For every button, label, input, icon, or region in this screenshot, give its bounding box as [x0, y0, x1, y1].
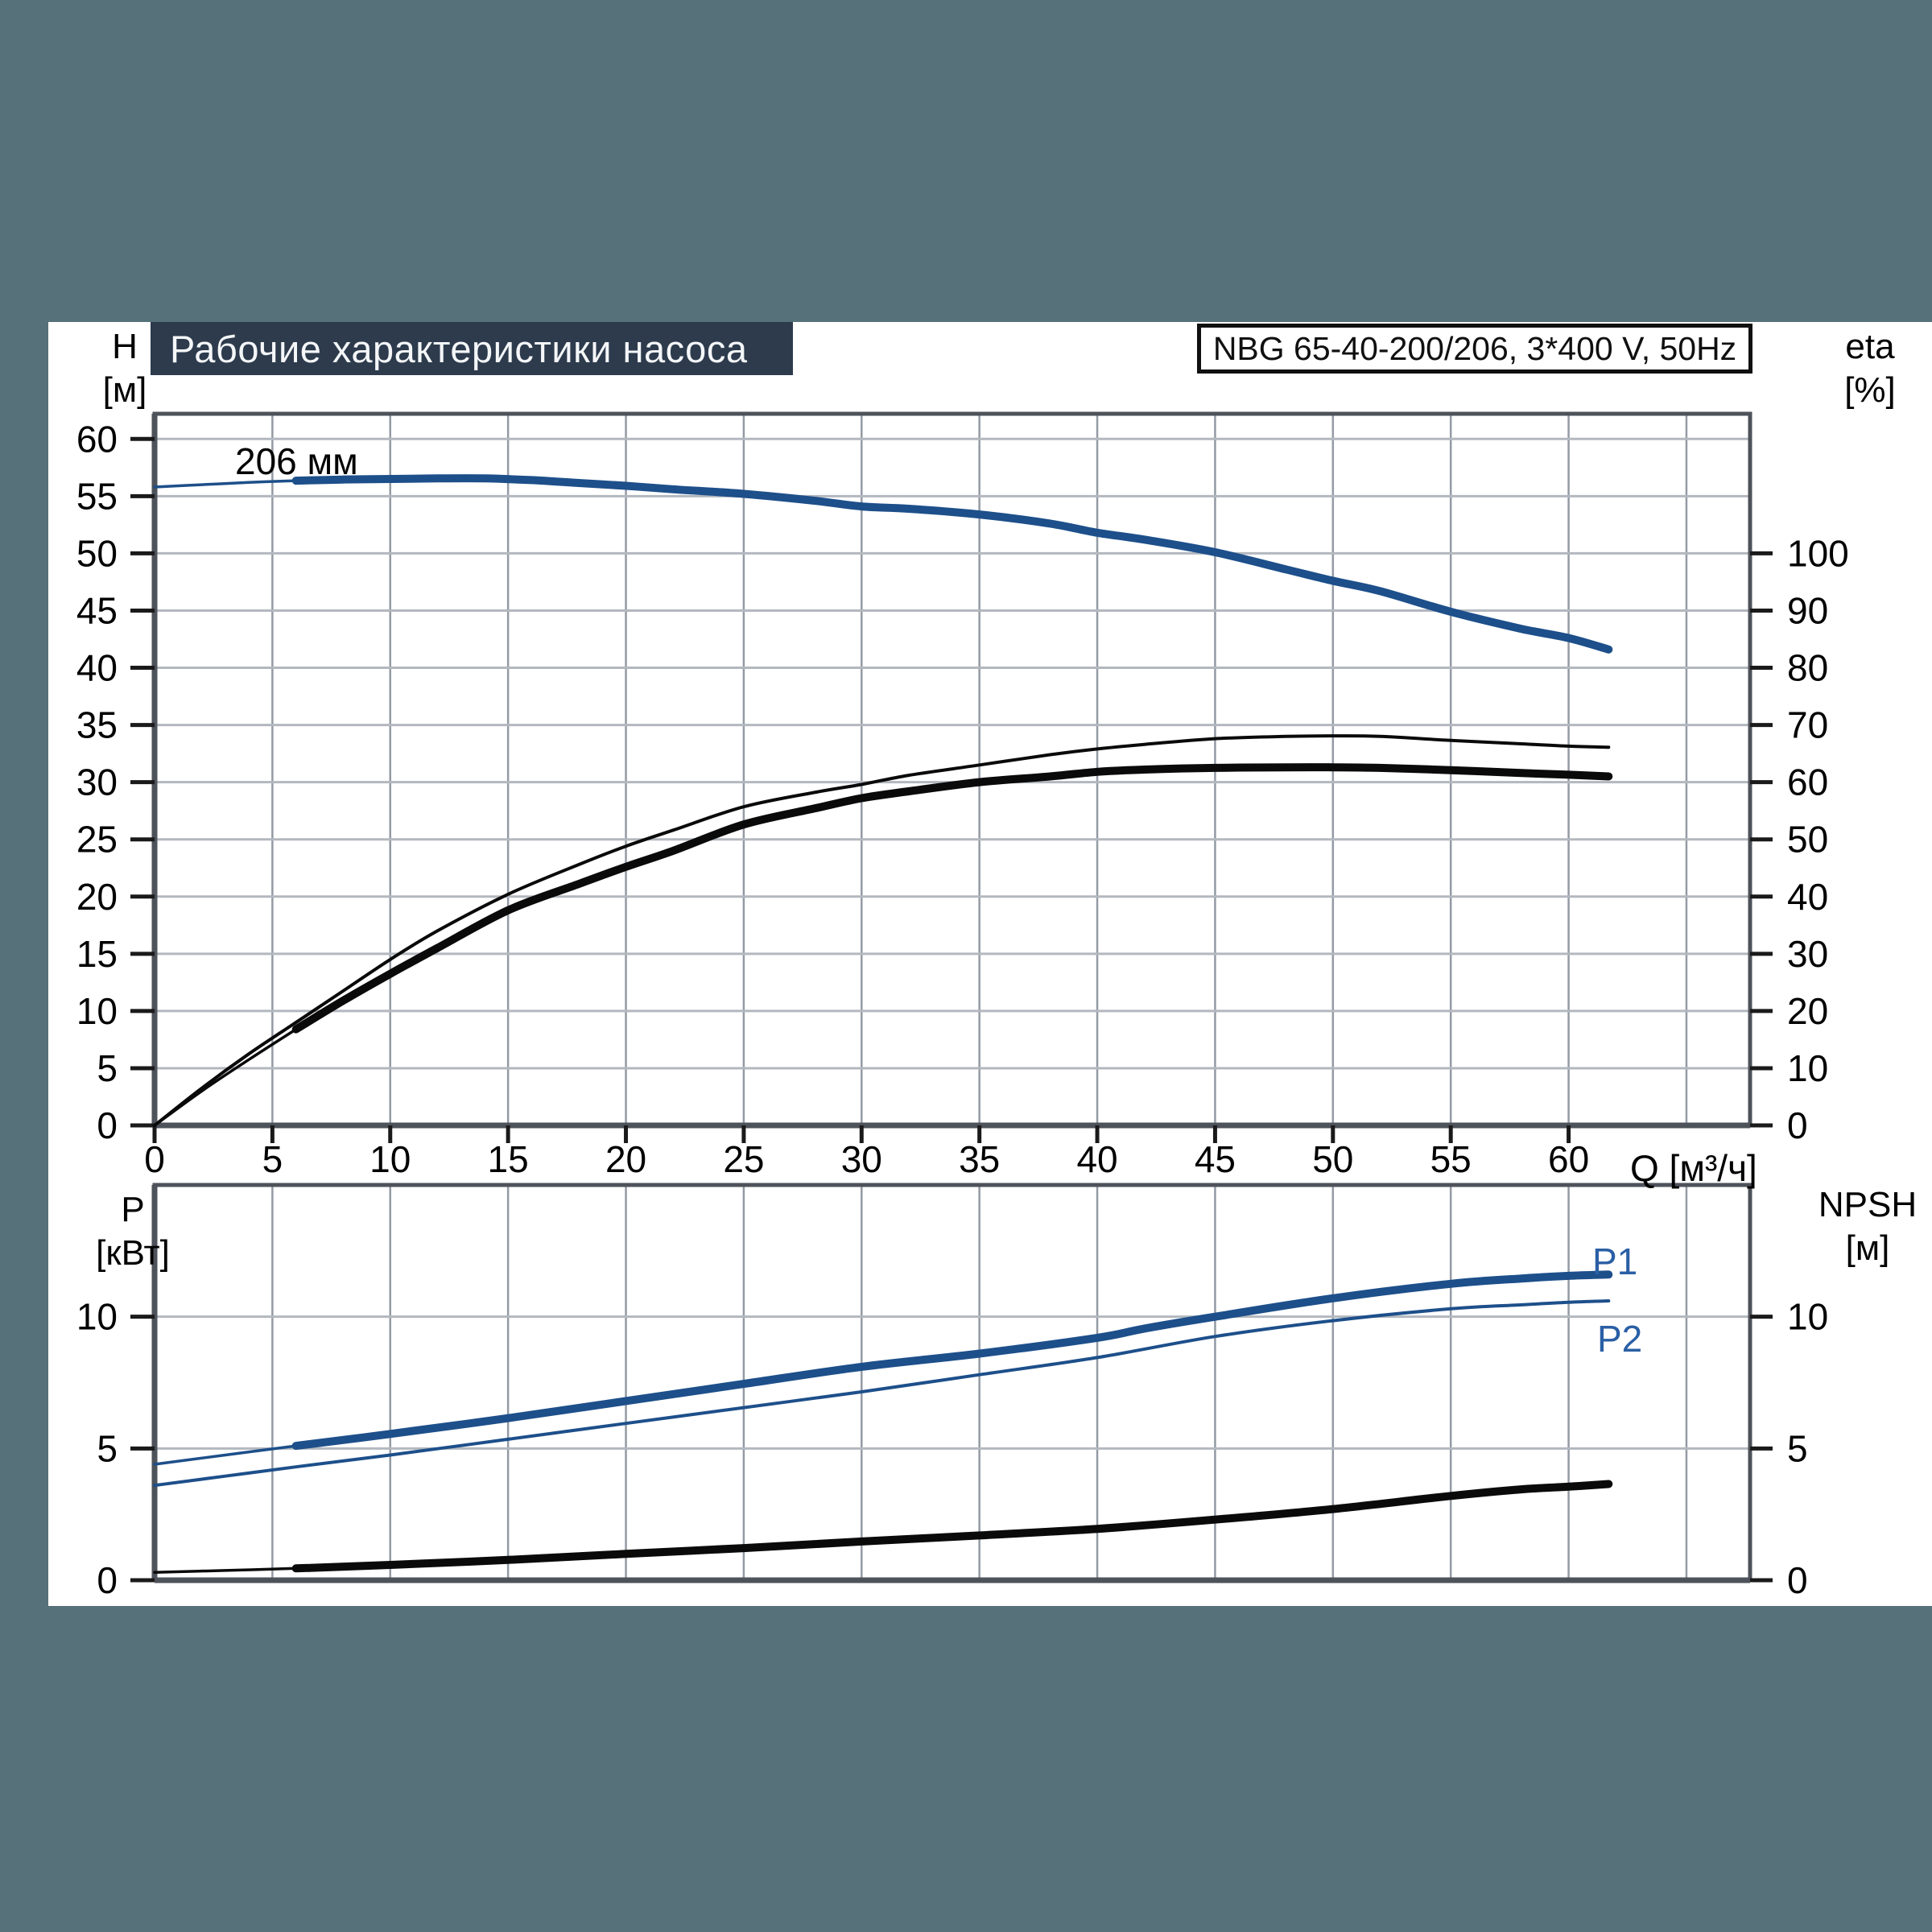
y-right-tick-label: 0	[1787, 1559, 1808, 1601]
curve-eta-P1-thin	[153, 1027, 298, 1127]
eta-axis-unit: [%]	[1844, 370, 1896, 410]
y-left-tick-label: 55	[76, 475, 118, 517]
head-axis-unit: [м]	[102, 370, 147, 410]
y-axis-title-head: H [м]	[72, 325, 177, 412]
x-tick-label: 55	[1430, 1138, 1472, 1180]
y-axis-title-power: P [кВт]	[68, 1188, 197, 1275]
pump-model-box: NBG 65-40-200/206, 3*400 V, 50Hz	[1197, 324, 1752, 374]
plot-frame	[152, 1183, 1752, 1583]
x-tick-label: 15	[488, 1138, 529, 1180]
curve-206 мм	[291, 474, 1613, 654]
curve-206 мм-thin	[153, 479, 298, 489]
y-left-tick-label: 10	[76, 1296, 118, 1338]
y-left-tick-label: 40	[76, 647, 118, 689]
chart-title: Рабочие характеристики насоса	[170, 327, 748, 370]
y-right-tick-label: 20	[1787, 990, 1828, 1032]
y-right-tick-label: 60	[1787, 762, 1828, 803]
curve-P2	[153, 1299, 1611, 1488]
x-tick-label: 25	[723, 1138, 764, 1180]
y-left-tick-label: 60	[76, 418, 118, 460]
curve-eta-P1	[291, 763, 1613, 1034]
y-left-tick-label: 30	[76, 762, 118, 803]
pump-model-text: NBG 65-40-200/206, 3*400 V, 50Hz	[1212, 329, 1737, 367]
x-tick-label: 30	[841, 1138, 882, 1180]
y-left-tick-label: 25	[76, 819, 118, 861]
x-tick-label: 10	[369, 1138, 411, 1180]
power-axis-unit: [кВт]	[96, 1233, 170, 1273]
y-axis-title-npsh: NPSH [м]	[1803, 1183, 1932, 1270]
y-right-tick-label: 40	[1787, 876, 1828, 918]
curve-eta-P2	[153, 734, 1611, 1127]
chart-panel	[48, 322, 1932, 1606]
y-left-tick-label: 15	[76, 933, 118, 975]
y-right-tick-label: 5	[1787, 1427, 1808, 1469]
y-right-tick-label: 70	[1787, 704, 1828, 746]
x-tick-label: 35	[959, 1138, 1000, 1180]
curve-P1	[291, 1270, 1613, 1451]
y-right-tick-label: 10	[1787, 1047, 1828, 1089]
npsh-axis-unit: [м]	[1845, 1228, 1890, 1268]
x-tick-label: 20	[605, 1138, 646, 1180]
y-right-tick-label: 90	[1787, 589, 1828, 631]
curve-NPSH	[291, 1480, 1613, 1573]
impeller-diameter-label: 206 мм	[235, 440, 358, 482]
y-right-tick-label: 50	[1787, 819, 1828, 861]
x-tick-label: 50	[1312, 1138, 1353, 1180]
head-axis-symbol: H	[112, 327, 138, 366]
x-tick-label: 40	[1076, 1138, 1117, 1180]
y-left-tick-label: 5	[97, 1427, 118, 1469]
eta-axis-symbol: eta	[1845, 327, 1895, 366]
y-left-tick-label: 35	[76, 704, 118, 746]
y-left-tick-label: 0	[97, 1104, 118, 1146]
npsh-axis-symbol: NPSH	[1818, 1185, 1918, 1224]
chart-title-bar: Рабочие характеристики насоса	[151, 322, 793, 375]
y-left-tick-label: 0	[97, 1559, 118, 1601]
y-left-tick-label: 45	[76, 589, 118, 631]
y-axis-title-eta: eta [%]	[1810, 325, 1930, 412]
x-axis-title-flow: Q [м³/ч]	[1630, 1147, 1757, 1189]
curve-NPSH-thin	[153, 1567, 298, 1574]
y-left-tick-label: 20	[76, 876, 118, 918]
y-left-tick-label: 50	[76, 532, 118, 574]
y-right-tick-label: 10	[1787, 1296, 1828, 1338]
y-right-tick-label: 100	[1787, 532, 1849, 574]
y-right-tick-label: 0	[1787, 1104, 1808, 1146]
x-tick-label: 45	[1195, 1138, 1236, 1180]
x-tick-label: 5	[262, 1138, 283, 1180]
y-right-tick-label: 80	[1787, 647, 1828, 689]
curve-P1-thin	[153, 1444, 298, 1466]
y-left-tick-label: 10	[76, 990, 118, 1032]
p2-curve-label: P2	[1597, 1318, 1643, 1360]
p1-curve-label: P1	[1592, 1241, 1638, 1282]
x-tick-label: 60	[1548, 1138, 1589, 1180]
y-right-tick-label: 30	[1787, 933, 1828, 975]
x-tick-label: 0	[144, 1138, 165, 1180]
y-left-tick-label: 5	[97, 1047, 118, 1089]
power-axis-symbol: P	[121, 1190, 145, 1229]
